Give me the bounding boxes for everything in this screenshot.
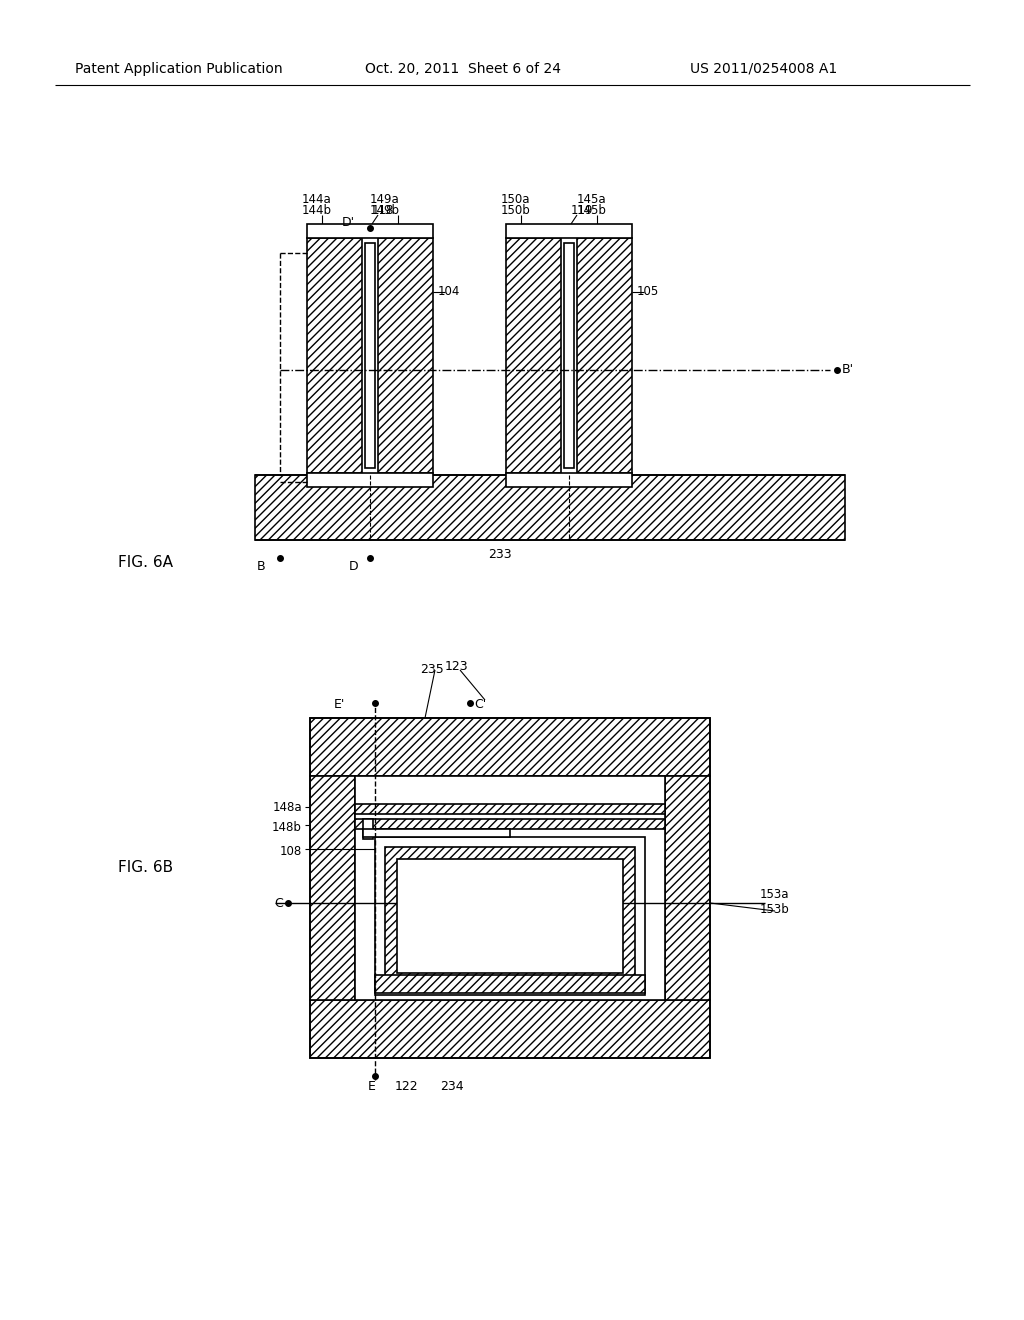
Text: 144b: 144b: [302, 205, 332, 216]
Bar: [385, 847, 635, 985]
Text: 118: 118: [372, 205, 394, 216]
Text: 234: 234: [440, 1080, 464, 1093]
Text: E: E: [368, 1080, 376, 1093]
Bar: [355, 818, 665, 829]
Text: FIG. 6A: FIG. 6A: [118, 554, 173, 570]
Bar: [310, 718, 710, 776]
Text: 105: 105: [637, 285, 659, 298]
Bar: [310, 718, 710, 1059]
Text: 123: 123: [445, 660, 469, 673]
Text: 104: 104: [438, 285, 461, 298]
Bar: [665, 776, 710, 1001]
Text: C: C: [274, 898, 283, 909]
Text: 153b: 153b: [760, 903, 790, 916]
Text: 145b: 145b: [577, 205, 607, 216]
Bar: [365, 243, 375, 469]
Text: B: B: [256, 560, 265, 573]
Bar: [564, 243, 574, 469]
Text: Patent Application Publication: Patent Application Publication: [75, 62, 283, 77]
Text: B': B': [842, 363, 854, 376]
Bar: [355, 804, 665, 814]
Text: 148b: 148b: [272, 821, 302, 834]
Bar: [307, 473, 433, 487]
Bar: [255, 475, 845, 540]
Text: E': E': [334, 698, 345, 711]
Text: 144a: 144a: [302, 193, 332, 206]
Text: FIG. 6B: FIG. 6B: [118, 861, 173, 875]
Text: 235: 235: [420, 663, 443, 676]
Bar: [506, 224, 632, 238]
Bar: [375, 837, 645, 995]
Bar: [362, 818, 373, 840]
Bar: [378, 238, 433, 473]
Bar: [307, 224, 433, 238]
Bar: [310, 776, 355, 1001]
Bar: [307, 238, 362, 473]
Text: Oct. 20, 2011  Sheet 6 of 24: Oct. 20, 2011 Sheet 6 of 24: [365, 62, 561, 77]
Text: 150b: 150b: [501, 205, 530, 216]
Text: 153a: 153a: [760, 888, 790, 902]
Bar: [506, 473, 632, 487]
Bar: [577, 238, 632, 473]
Text: 148a: 148a: [272, 801, 302, 814]
Text: 149b: 149b: [370, 205, 400, 216]
Text: 122: 122: [395, 1080, 419, 1093]
Text: 233: 233: [488, 548, 512, 561]
Text: 149a: 149a: [370, 193, 399, 206]
Bar: [375, 975, 645, 993]
Bar: [362, 829, 510, 837]
Text: 108: 108: [280, 845, 302, 858]
Text: 119: 119: [571, 205, 594, 216]
Text: D': D': [342, 216, 355, 228]
Bar: [355, 776, 665, 1001]
Text: 145a: 145a: [577, 193, 606, 206]
Text: D: D: [348, 560, 358, 573]
Text: 150a: 150a: [501, 193, 530, 206]
Text: C': C': [474, 698, 486, 711]
Bar: [397, 859, 623, 973]
Bar: [310, 1001, 710, 1059]
Bar: [506, 238, 561, 473]
Text: US 2011/0254008 A1: US 2011/0254008 A1: [690, 62, 838, 77]
